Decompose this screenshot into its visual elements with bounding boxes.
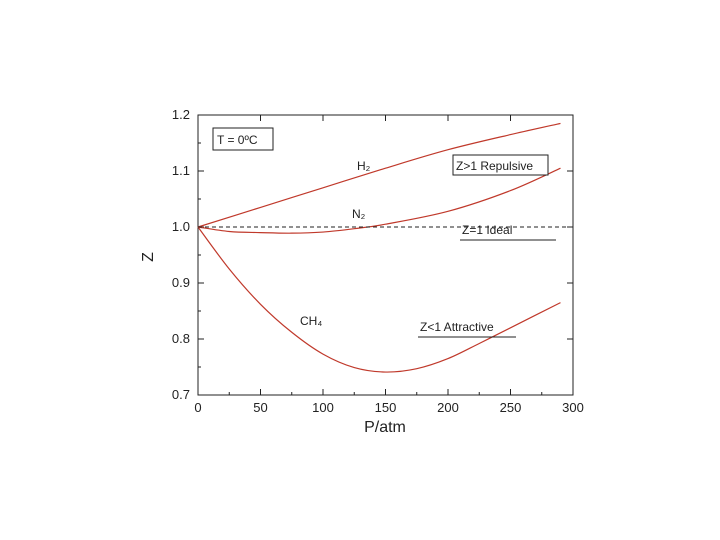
series-line-ch	[197, 226, 561, 373]
y-tick-label: 0.9	[172, 275, 190, 290]
x-tick-label: 200	[437, 400, 459, 415]
series-label-ch4: CH₄	[300, 314, 322, 328]
x-axis-title: P/atm	[364, 419, 406, 436]
x-tick-label: 50	[253, 400, 267, 415]
annotation-repulsive-box	[452, 154, 549, 176]
series-line-h	[197, 122, 561, 228]
ticks-layer: 0 50 100 150 200 250 300 0.7 0.8 0.9 1.0 1.1 1.2	[172, 107, 584, 415]
y-tick-label: 1.2	[172, 107, 190, 122]
annotation-repulsive: Z>1 Repulsive	[452, 154, 549, 176]
series-line-n	[197, 167, 561, 234]
annotation-ideal: Z=1 Ideal	[460, 223, 556, 241]
y-tick-label: 0.7	[172, 387, 190, 402]
temperature-box-label: T = 0ºC	[217, 133, 258, 147]
x-tick-label: 300	[562, 400, 584, 415]
y-tick-label: 1.1	[172, 163, 190, 178]
x-tick-label: 250	[500, 400, 522, 415]
series-label-n2: N₂	[352, 207, 366, 221]
x-tick-label: 0	[194, 400, 201, 415]
annotation-repulsive-label: Z>1 Repulsive	[456, 159, 533, 173]
series-label-h2: H₂	[357, 159, 371, 173]
x-tick-label: 150	[375, 400, 397, 415]
y-tick-label: 1.0	[172, 219, 190, 234]
temperature-box: T = 0ºC	[212, 127, 274, 151]
annotation-ideal-label: Z=1 Ideal	[462, 223, 512, 237]
temperature-box-frame	[212, 127, 274, 151]
y-axis-title: Z	[140, 252, 157, 262]
annotation-attractive-label: Z<1 Attractive	[420, 320, 494, 334]
annotation-attractive: Z<1 Attractive	[418, 320, 516, 338]
series-layer	[197, 122, 573, 373]
x-tick-label: 100	[312, 400, 334, 415]
y-tick-label: 0.8	[172, 331, 190, 346]
